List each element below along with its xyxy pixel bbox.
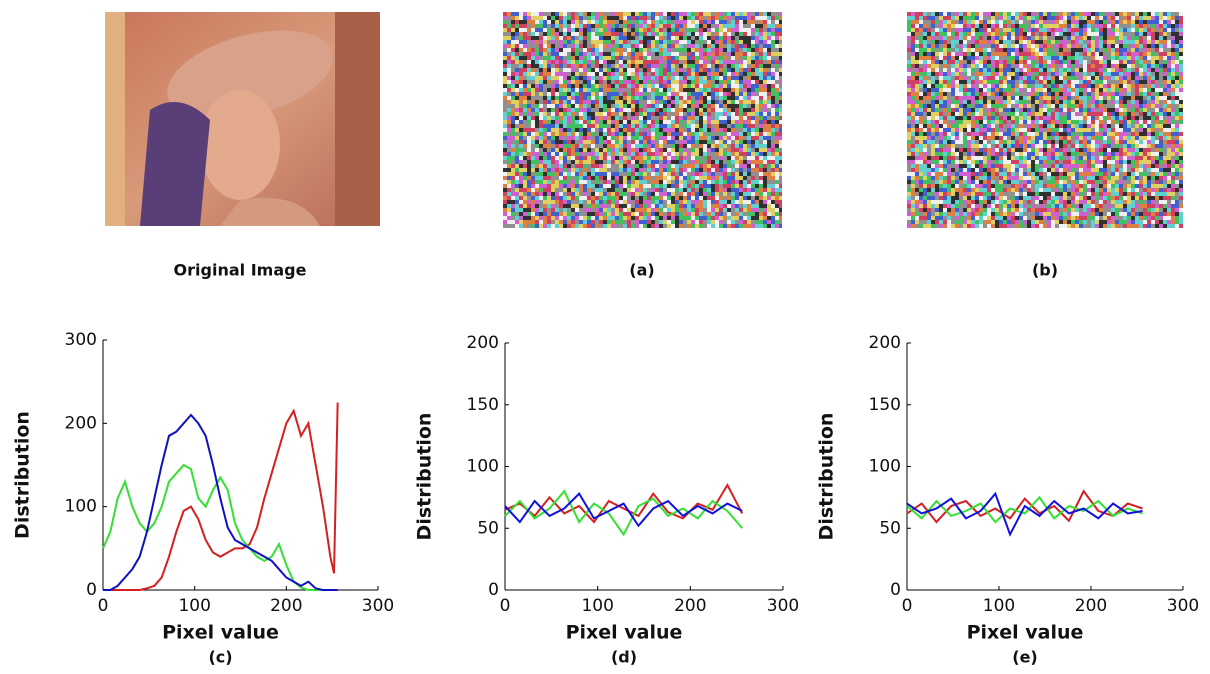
y-tick-label: 100 — [467, 457, 499, 477]
image-caption: (a) — [629, 261, 654, 280]
chart-caption: (d) — [611, 648, 637, 667]
x-tick-label: 300 — [767, 596, 799, 616]
x-tick-label: 100 — [581, 596, 613, 616]
x-axis-label: Pixel value — [566, 622, 683, 644]
y-tick-label: 50 — [879, 518, 901, 538]
y-tick-label: 200 — [65, 413, 97, 433]
y-tick-label: 300 — [65, 330, 97, 350]
encrypted-image-b — [907, 12, 1183, 228]
x-tick-label: 200 — [674, 596, 706, 616]
image-caption: (b) — [1032, 261, 1058, 280]
chart-caption: (e) — [1012, 648, 1037, 667]
x-axis-label: Pixel value — [967, 622, 1084, 644]
series-line — [103, 415, 338, 590]
encrypted-image-a — [503, 12, 782, 228]
y-tick-label: 200 — [869, 333, 901, 353]
series-line — [103, 465, 338, 590]
y-tick-label: 150 — [869, 395, 901, 415]
x-axis-label: Pixel value — [162, 622, 279, 644]
y-tick-label: 100 — [869, 457, 901, 477]
x-tick-label: 100 — [983, 596, 1015, 616]
x-tick-label: 0 — [902, 596, 913, 616]
image-caption: Original Image — [174, 261, 307, 280]
x-tick-label: 0 — [500, 596, 511, 616]
figure: Original Image (a) (b) 0 100 200 300 0 100 200… — [0, 0, 1210, 670]
x-tick-label: 200 — [270, 596, 302, 616]
y-tick-label: 150 — [467, 395, 499, 415]
y-tick-label: 0 — [890, 580, 901, 600]
x-tick-label: 300 — [362, 596, 394, 616]
y-axis-label: Distribution — [816, 413, 838, 541]
y-tick-label: 100 — [65, 497, 97, 517]
chart-caption: (c) — [208, 648, 232, 667]
x-tick-label: 0 — [98, 596, 109, 616]
original-image — [105, 12, 380, 226]
y-axis-label: Distribution — [12, 411, 34, 539]
x-tick-label: 300 — [1167, 596, 1199, 616]
x-tick-label: 100 — [178, 596, 210, 616]
y-axis-label: Distribution — [414, 413, 436, 541]
x-tick-label: 200 — [1075, 596, 1107, 616]
y-tick-label: 0 — [86, 580, 97, 600]
y-tick-label: 50 — [477, 518, 499, 538]
y-tick-label: 200 — [467, 333, 499, 353]
series-line — [505, 491, 742, 534]
y-tick-label: 0 — [488, 580, 499, 600]
